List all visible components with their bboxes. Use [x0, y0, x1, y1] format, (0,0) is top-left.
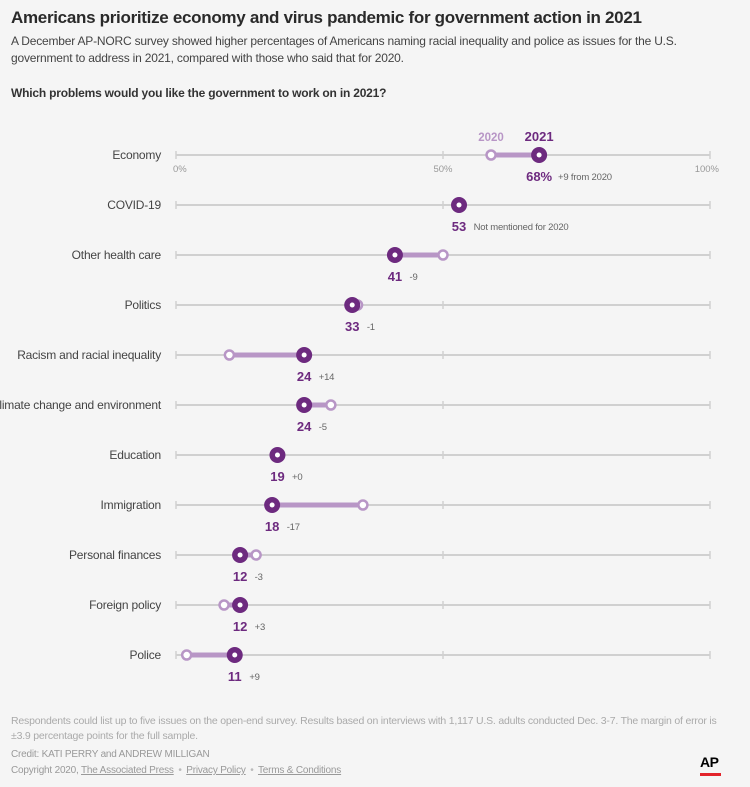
marker-2020 — [218, 599, 230, 611]
privacy-policy-link[interactable]: Privacy Policy — [186, 765, 246, 776]
value-label: 11 — [228, 669, 242, 684]
marker-2021-center — [301, 352, 307, 358]
x-tick-label: 100% — [695, 164, 720, 175]
ap-logo-bar — [700, 773, 721, 776]
value-label: 18 — [265, 519, 279, 534]
marker-2021-center — [269, 502, 275, 508]
row-label: Police — [130, 648, 162, 662]
change-label: +14 — [319, 372, 335, 383]
marker-2020 — [485, 149, 497, 161]
row-label: Economy — [112, 148, 161, 162]
marker-2021-center — [392, 252, 398, 258]
ap-logo: AP — [700, 754, 719, 770]
marker-2020 — [357, 499, 369, 511]
marker-2021-center — [536, 152, 542, 158]
change-label: +9 — [249, 672, 259, 683]
marker-2021-center — [274, 452, 280, 458]
chart-title: Americans prioritize economy and virus p… — [11, 8, 642, 27]
change-label: -5 — [319, 422, 327, 433]
marker-2020 — [223, 349, 236, 361]
value-label: 53 — [452, 219, 466, 234]
marker-2020 — [325, 399, 337, 411]
marker-2021-center — [349, 302, 355, 308]
separator: • — [178, 765, 182, 776]
row-label: Politics — [125, 298, 162, 312]
ap-link[interactable]: The Associated Press — [81, 765, 174, 776]
marker-2021-center — [232, 652, 238, 658]
marker-2021-center — [237, 602, 243, 608]
credit-line: Credit: KATI PERRY and ANDREW MILLIGAN — [11, 749, 210, 760]
row-label: COVID-19 — [107, 198, 161, 212]
change-label: -3 — [255, 572, 263, 583]
value-label: 41 — [388, 269, 402, 284]
terms-link[interactable]: Terms & Conditions — [257, 765, 342, 776]
separator: • — [250, 765, 254, 776]
marker-2020 — [250, 549, 262, 561]
row-label: Foreign policy — [89, 598, 161, 612]
survey-question: Which problems would you like the govern… — [11, 86, 387, 100]
value-label: 19 — [270, 469, 284, 484]
dumbbell-chart: Economy 68% +9 from 2020 COVID-19 53 Not ment… — [0, 129, 720, 684]
row-label: Personal finances — [69, 548, 161, 562]
value-label: 12 — [233, 569, 247, 584]
value-label: 68% — [526, 169, 552, 184]
marker-2021-center — [456, 202, 462, 208]
change-label: -1 — [367, 322, 375, 333]
copyright-text: Copyright 2020, — [11, 765, 79, 776]
change-label: +9 from 2020 — [558, 172, 612, 183]
chart-subtitle: A December AP-NORC survey showed higher … — [11, 34, 677, 65]
value-label: 33 — [345, 319, 359, 334]
x-tick-label: 0% — [173, 164, 187, 175]
footnote: Respondents could list up to five issues… — [11, 715, 717, 742]
value-label: 24 — [297, 369, 312, 384]
legend-2021: 2021 — [525, 129, 554, 144]
marker-2021-center — [237, 552, 243, 558]
row-label: Immigration — [101, 498, 161, 512]
copyright-line: Copyright 2020, The Associated Press • P… — [11, 765, 341, 776]
row-label: Education — [109, 448, 161, 462]
marker-2021-center — [301, 402, 307, 408]
change-label: +0 — [292, 472, 302, 483]
change-label: Not mentioned for 2020 — [474, 222, 569, 233]
row-label: Racism and racial inequality — [17, 348, 161, 362]
marker-2020 — [180, 649, 193, 661]
x-tick-label: 50% — [433, 164, 453, 175]
change-label: -17 — [287, 522, 300, 533]
legend-2020: 2020 — [478, 132, 504, 144]
change-label: +3 — [255, 622, 265, 633]
value-label: 12 — [233, 619, 247, 634]
value-label: 24 — [297, 419, 312, 434]
marker-2020 — [437, 249, 449, 261]
change-label: -9 — [410, 272, 418, 283]
row-label: Other health care — [72, 248, 162, 262]
row-label: Climate change and environment — [0, 398, 162, 412]
